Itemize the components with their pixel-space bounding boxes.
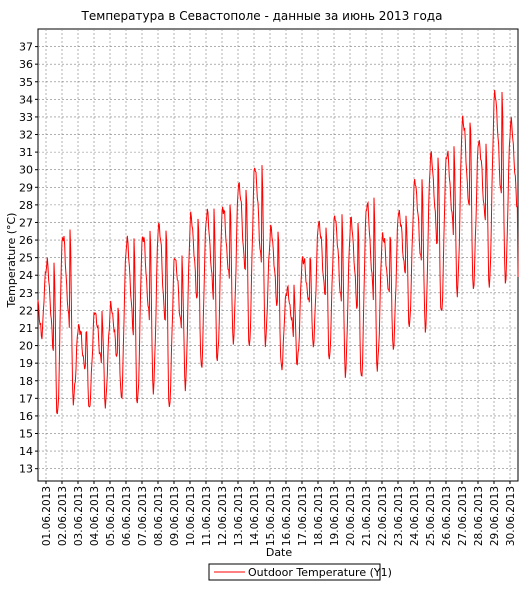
y-tick-label: 25 (19, 252, 33, 265)
y-tick-label: 26 (19, 234, 33, 247)
y-tick-label: 17 (19, 392, 33, 405)
x-tick-label: 26.06.2013 (441, 486, 453, 546)
y-tick-label: 24 (19, 269, 33, 282)
x-tick-label: 11.06.2013 (201, 486, 213, 546)
x-tick-label: 10.06.2013 (185, 486, 197, 546)
y-tick-label: 21 (19, 322, 33, 335)
x-tick-label: 07.06.2013 (137, 486, 149, 546)
y-tick-label: 33 (19, 111, 33, 124)
y-tick-label: 35 (19, 76, 33, 89)
y-axis-label: Temperature (°C) (5, 213, 18, 309)
legend-label: Outdoor Temperature (Y1) (248, 566, 392, 579)
y-axis-ticks: 13 14 15 16 17 18 19 20 21 22 23 24 25 26 27 28 29 30 31 32… (19, 41, 38, 476)
y-tick-label: 36 (19, 58, 33, 71)
x-tick-label: 14.06.2013 (249, 486, 261, 546)
x-tick-label: 22.06.2013 (377, 486, 389, 546)
x-tick-label: 13.06.2013 (233, 486, 245, 546)
x-tick-label: 02.06.2013 (57, 486, 69, 546)
x-tick-label: 05.06.2013 (105, 486, 117, 546)
legend: Outdoor Temperature (Y1) (208, 563, 392, 581)
legend-box (208, 563, 381, 581)
x-tick-label: 20.06.2013 (345, 486, 357, 546)
y-tick-label: 18 (19, 375, 33, 388)
y-tick-label: 13 (19, 463, 33, 476)
x-tick-label: 19.06.2013 (329, 486, 341, 546)
y-tick-label: 29 (19, 181, 33, 194)
y-tick-label: 28 (19, 199, 33, 212)
x-tick-label: 17.06.2013 (297, 486, 309, 546)
x-tick-label: 01.06.2013 (41, 486, 53, 546)
x-tick-label: 15.06.2013 (265, 486, 277, 546)
x-tick-label: 23.06.2013 (393, 486, 405, 546)
y-tick-label: 19 (19, 357, 33, 370)
x-tick-label: 06.06.2013 (121, 486, 133, 546)
y-tick-label: 30 (19, 164, 33, 177)
y-tick-label: 31 (19, 146, 33, 159)
y-tick-label: 27 (19, 216, 33, 229)
chart-title: Температура в Севастополе - данные за ию… (81, 9, 443, 23)
y-tick-label: 14 (19, 445, 33, 458)
x-axis-label: Date (266, 546, 293, 559)
x-tick-label: 27.06.2013 (457, 486, 469, 546)
series-line-outdoor-temperature (37, 89, 519, 415)
y-tick-label: 23 (19, 287, 33, 300)
x-tick-label: 09.06.2013 (169, 486, 181, 546)
x-tick-label: 28.06.2013 (473, 486, 485, 546)
x-tick-label: 29.06.2013 (489, 486, 501, 546)
y-tick-label: 22 (19, 304, 33, 317)
series-layer (37, 89, 519, 415)
y-tick-label: 37 (19, 41, 33, 54)
x-tick-label: 25.06.2013 (425, 486, 437, 546)
y-tick-label: 15 (19, 428, 33, 441)
x-tick-label: 16.06.2013 (281, 486, 293, 546)
y-tick-label: 16 (19, 410, 33, 423)
x-tick-label: 18.06.2013 (313, 486, 325, 546)
x-tick-label: 04.06.2013 (89, 486, 101, 546)
y-tick-label: 20 (19, 340, 33, 353)
y-tick-label: 32 (19, 129, 33, 142)
x-tick-label: 12.06.2013 (217, 486, 229, 546)
x-tick-label: 08.06.2013 (153, 486, 165, 546)
x-tick-label: 21.06.2013 (361, 486, 373, 546)
y-tick-label: 34 (19, 93, 33, 106)
x-tick-label: 03.06.2013 (73, 486, 85, 546)
x-axis-ticks: 01.06.2013 02.06.2013 03.06.2013 04.06.2013… (41, 481, 517, 546)
x-tick-label: 24.06.2013 (409, 486, 421, 546)
x-tick-label: 30.06.2013 (505, 486, 517, 546)
